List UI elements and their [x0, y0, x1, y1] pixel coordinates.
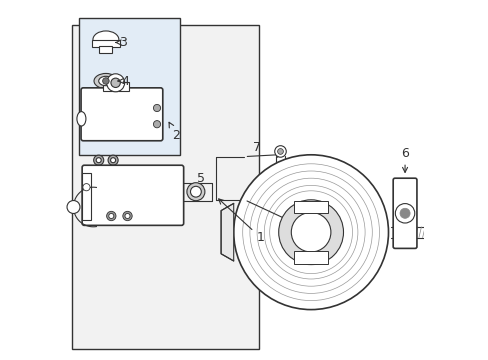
- FancyBboxPatch shape: [392, 178, 416, 248]
- FancyBboxPatch shape: [79, 18, 179, 155]
- Polygon shape: [221, 203, 233, 261]
- Circle shape: [96, 158, 101, 163]
- Ellipse shape: [77, 112, 86, 126]
- Ellipse shape: [94, 73, 118, 89]
- Text: 6: 6: [400, 147, 408, 172]
- Circle shape: [394, 204, 414, 223]
- Circle shape: [82, 184, 90, 191]
- FancyBboxPatch shape: [72, 25, 258, 349]
- Circle shape: [274, 146, 285, 157]
- Text: 5: 5: [197, 172, 205, 185]
- Text: 7: 7: [253, 141, 261, 154]
- Circle shape: [110, 158, 115, 163]
- Circle shape: [291, 212, 330, 252]
- FancyBboxPatch shape: [82, 173, 91, 220]
- Circle shape: [94, 155, 103, 165]
- FancyBboxPatch shape: [91, 40, 120, 47]
- FancyBboxPatch shape: [82, 165, 183, 225]
- Circle shape: [122, 211, 132, 221]
- Circle shape: [277, 149, 283, 154]
- Circle shape: [102, 78, 109, 84]
- Circle shape: [190, 186, 201, 197]
- Circle shape: [108, 213, 114, 219]
- FancyBboxPatch shape: [103, 82, 129, 91]
- Ellipse shape: [99, 76, 113, 86]
- Ellipse shape: [93, 31, 119, 48]
- Circle shape: [111, 78, 120, 87]
- Circle shape: [233, 155, 387, 310]
- Text: 3: 3: [116, 36, 126, 49]
- Circle shape: [153, 121, 160, 128]
- Circle shape: [108, 155, 118, 165]
- Circle shape: [153, 104, 160, 112]
- Circle shape: [125, 213, 130, 219]
- Circle shape: [278, 200, 343, 265]
- FancyBboxPatch shape: [293, 251, 328, 264]
- FancyBboxPatch shape: [81, 88, 163, 141]
- Circle shape: [106, 211, 116, 221]
- Text: 1: 1: [218, 199, 264, 244]
- FancyBboxPatch shape: [99, 46, 112, 53]
- Text: 4: 4: [118, 75, 129, 87]
- FancyBboxPatch shape: [293, 201, 328, 213]
- Circle shape: [106, 74, 124, 92]
- Circle shape: [67, 201, 80, 213]
- Text: 2: 2: [169, 122, 180, 141]
- Circle shape: [399, 208, 409, 218]
- Circle shape: [186, 183, 204, 201]
